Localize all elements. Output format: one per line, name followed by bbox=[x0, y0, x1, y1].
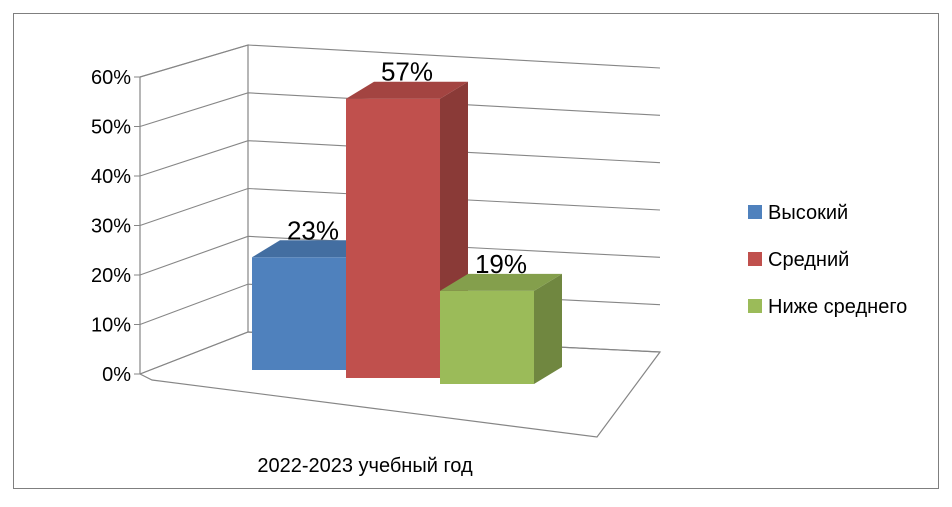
legend-label: Ниже среднего bbox=[768, 296, 907, 318]
bar-3 bbox=[440, 274, 562, 384]
legend-swatch bbox=[748, 252, 762, 266]
bar-front bbox=[346, 99, 440, 378]
y-tick-label: 40% bbox=[91, 166, 131, 188]
bar-side bbox=[534, 274, 562, 384]
data-label-2: 57% bbox=[381, 57, 433, 87]
y-tick-label: 50% bbox=[91, 117, 131, 139]
legend-swatch bbox=[748, 205, 762, 219]
bar-front bbox=[252, 257, 346, 370]
y-tick-label: 60% bbox=[91, 67, 131, 89]
legend-label: Средний bbox=[768, 249, 849, 271]
legend-label: Высокий bbox=[768, 202, 848, 224]
legend-swatch bbox=[748, 299, 762, 313]
legend-item-3: Ниже среднего bbox=[748, 296, 907, 318]
y-tick-label: 10% bbox=[91, 315, 131, 337]
y-tick-label: 0% bbox=[102, 364, 131, 386]
x-category-label: 2022-2023 учебный год bbox=[257, 455, 473, 477]
data-label-3: 19% bbox=[475, 249, 527, 279]
data-label-1: 23% bbox=[287, 215, 339, 245]
y-tick-label: 30% bbox=[91, 216, 131, 238]
y-tick-label: 20% bbox=[91, 265, 131, 287]
bar-front bbox=[440, 291, 534, 384]
